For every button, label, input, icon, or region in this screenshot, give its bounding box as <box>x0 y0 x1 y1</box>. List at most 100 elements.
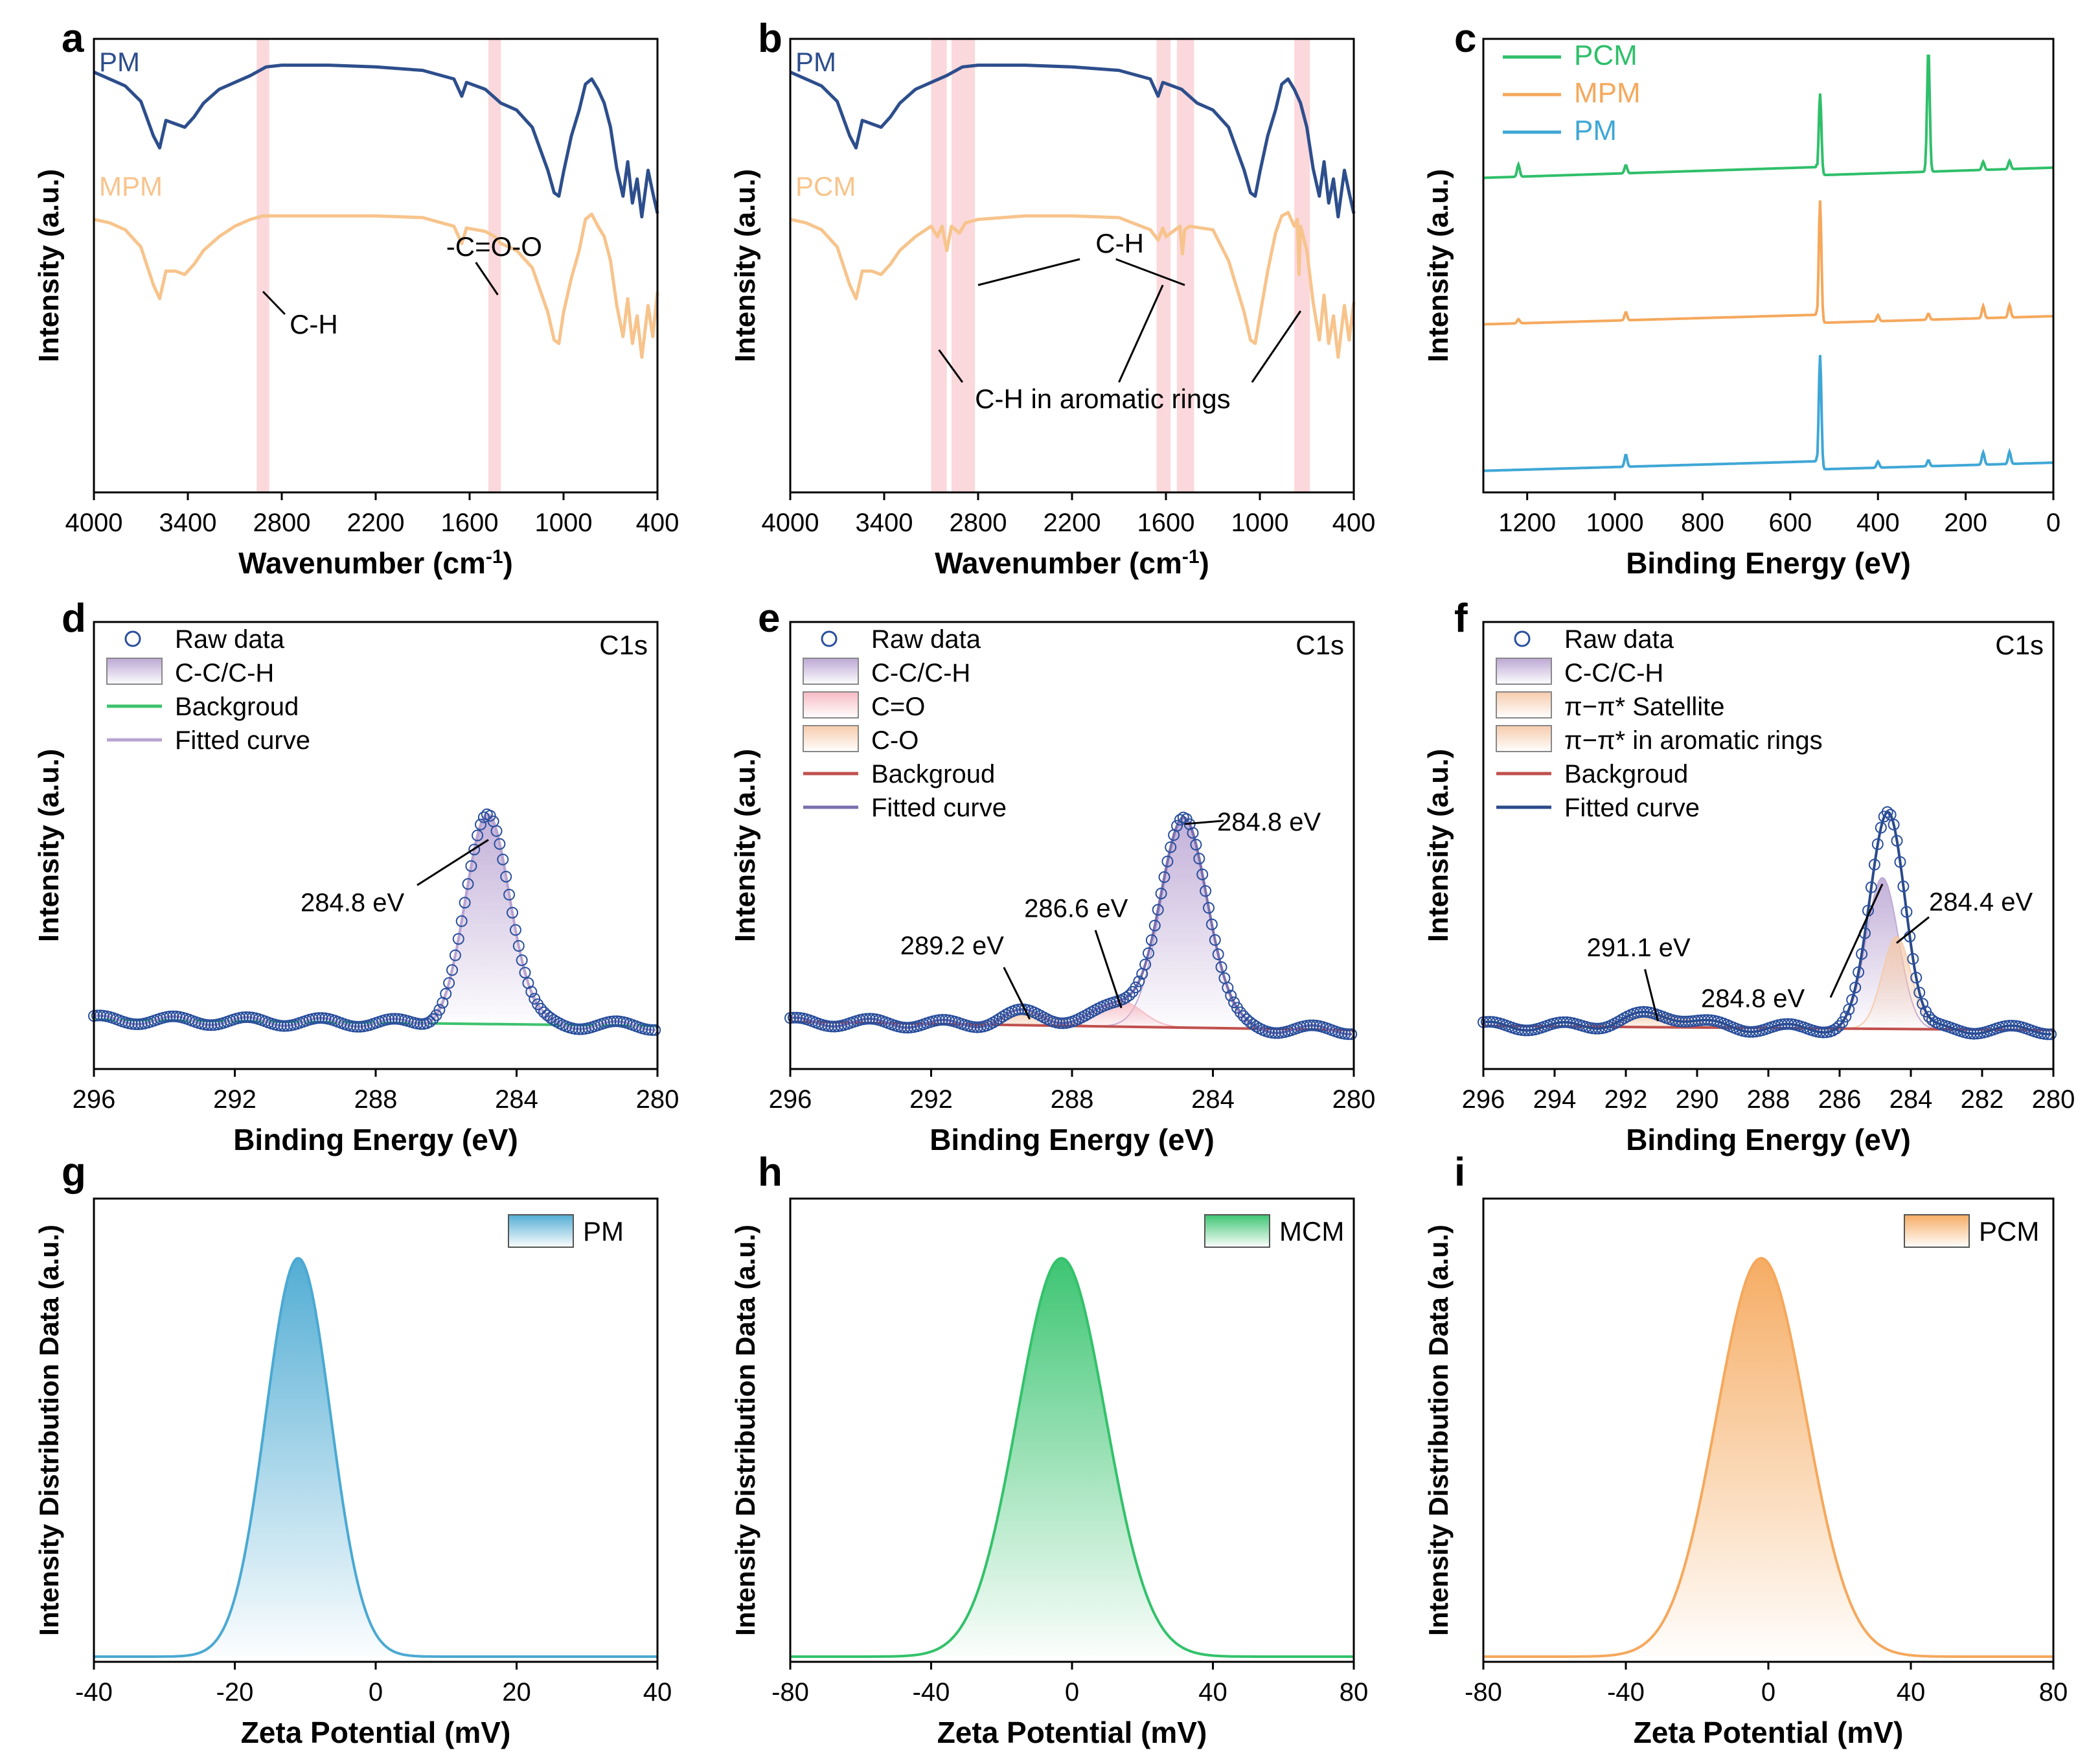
raw-data-point <box>424 1016 436 1028</box>
raw-data-point <box>509 924 521 936</box>
panel-letter-d: d <box>62 596 86 641</box>
series-line-MPM <box>1483 200 2053 326</box>
raw-data-point <box>1212 948 1224 960</box>
panel-i: i -80 -40 0 40 80 Zeta Potential (mV) Intensity… <box>1423 1150 2068 1749</box>
raw-data-point <box>1846 994 1858 1006</box>
legend-swatch <box>508 1214 574 1248</box>
component-peak <box>790 816 1354 1031</box>
raw-data-point <box>1205 918 1218 930</box>
raw-data-point <box>535 1003 547 1015</box>
raw-data-point <box>449 949 461 961</box>
raw-data-point <box>2003 1020 2015 1032</box>
raw-data-point <box>1965 1028 1977 1040</box>
x-tick-label-c: 800 <box>1681 509 1724 537</box>
raw-data-point <box>351 1020 363 1033</box>
raw-data-point <box>1187 827 1199 839</box>
raw-data-point <box>205 1019 218 1031</box>
x-tick-label-b: 2200 <box>1044 509 1101 537</box>
raw-data-point <box>1174 814 1186 826</box>
annotation-arrow <box>1115 258 1185 286</box>
distribution-curve <box>790 1257 1354 1658</box>
peak-arrow <box>1094 930 1123 1009</box>
x-tick-label-b: 4000 <box>762 509 819 537</box>
x-tick-label-i: 80 <box>2039 1678 2068 1707</box>
x-tick-label-f: 296 <box>1462 1085 1505 1114</box>
raw-data-point <box>860 1013 873 1025</box>
raw-data-point <box>1143 947 1154 960</box>
raw-data-point <box>164 1010 176 1022</box>
raw-data-point <box>1203 902 1215 914</box>
legend-label: π−π* Satellite <box>1564 693 1725 721</box>
x-tick-label-c: 1000 <box>1586 509 1644 537</box>
raw-data-point <box>1897 880 1910 893</box>
peak-label: 289.2 eV <box>900 932 1004 960</box>
raw-data-point <box>1679 1015 1691 1028</box>
raw-data-point <box>569 1023 582 1035</box>
raw-data-point <box>1917 998 1929 1010</box>
raw-data-point <box>1692 1015 1704 1027</box>
x-tick-label-b: 2800 <box>950 509 1007 537</box>
x-tick-label-a: 2200 <box>347 509 405 537</box>
series-line-MPM <box>93 213 659 359</box>
x-tick-label-b: 1000 <box>1231 509 1289 537</box>
x-tick-label-c: 400 <box>1856 509 1900 537</box>
raw-data-point <box>525 985 538 998</box>
y-axis-label-c: Intensity (a.u.) <box>1422 169 1454 362</box>
legend-label: Fitted curve <box>175 726 310 755</box>
raw-data-point <box>494 838 506 850</box>
x-tick-label-i: -80 <box>1465 1678 1502 1707</box>
raw-data-point <box>1222 982 1234 994</box>
legend-label: Raw data <box>175 625 285 654</box>
raw-data-point <box>994 1013 1005 1025</box>
x-tick-label-f: 288 <box>1747 1085 1790 1114</box>
x-tick-label-d: 280 <box>636 1085 679 1114</box>
raw-data-point <box>484 810 496 822</box>
raw-data-point <box>1139 958 1152 971</box>
raw-data-point <box>1123 989 1136 1001</box>
raw-data-point <box>446 964 458 976</box>
x-tick-label-h: 0 <box>1065 1678 1079 1707</box>
raw-data-point <box>1148 919 1161 932</box>
series-line-PM <box>93 63 659 219</box>
highlight-band <box>488 39 501 492</box>
y-axis-label-d: Intensity (a.u.) <box>33 749 65 942</box>
peak-label: 291.1 eV <box>1587 934 1691 962</box>
raw-data-point <box>1209 934 1221 946</box>
raw-data-point <box>443 977 455 989</box>
x-axis-label-f: Binding Energy (eV) <box>1626 1123 1911 1156</box>
raw-data-point <box>503 888 516 901</box>
plot-frame-a <box>93 38 659 494</box>
raw-data-point <box>1910 972 1923 983</box>
raw-data-point <box>1158 871 1170 883</box>
x-tick-label-h: -80 <box>771 1678 809 1707</box>
distribution-curve <box>1483 1257 2053 1658</box>
corner-label: C1s <box>1995 630 2044 660</box>
raw-data-point <box>512 940 525 952</box>
annotation-arrow <box>475 262 499 295</box>
legend-label-PCM: PCM <box>1574 40 1638 71</box>
raw-data-point <box>1779 1018 1791 1030</box>
y-axis-label-h: Intensity Distribution Data (a.u.) <box>730 1224 760 1636</box>
x-tick-label-a: 1000 <box>535 509 593 537</box>
highlight-band <box>257 39 269 492</box>
raw-data-point <box>516 954 528 967</box>
raw-data-point <box>1196 868 1209 880</box>
legend-swatch <box>1204 1214 1270 1248</box>
raw-data-point <box>1672 1015 1685 1028</box>
raw-data-markers <box>784 811 1358 1040</box>
raw-data-point <box>1152 904 1164 916</box>
raw-data-point <box>825 1020 838 1033</box>
legend-label: Fitted curve <box>1564 794 1700 822</box>
raw-data-point <box>1130 982 1142 993</box>
distribution-fill <box>1483 1258 2053 1657</box>
legend-swatch-fill <box>1496 691 1552 719</box>
raw-data-point <box>1853 966 1865 978</box>
highlight-band <box>951 39 976 492</box>
peak-label: 284.4 eV <box>1929 888 2033 917</box>
x-tick-label-i: -40 <box>1607 1678 1645 1707</box>
raw-data-point <box>1881 806 1893 818</box>
legend-swatch-raw <box>124 630 141 647</box>
raw-data-point <box>1926 1014 1938 1026</box>
raw-data-point <box>1865 881 1877 893</box>
x-tick-label-g: 0 <box>369 1678 383 1707</box>
